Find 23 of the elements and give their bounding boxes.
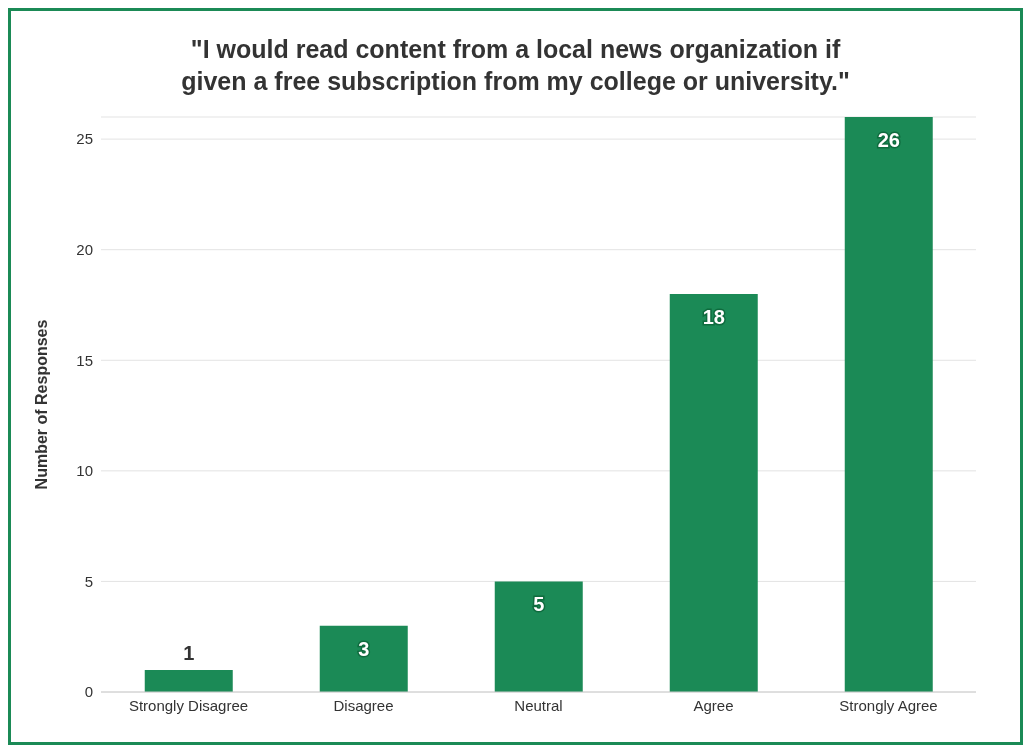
x-tick-label: Neutral	[514, 696, 563, 714]
y-tick-label: 5	[84, 572, 93, 590]
bar	[319, 625, 408, 692]
data-label: 1	[183, 641, 195, 664]
bar	[494, 581, 583, 692]
y-axis-title: Number of Responses	[32, 319, 50, 490]
y-tick-label: 25	[76, 130, 93, 148]
y-tick-label: 15	[76, 351, 93, 369]
y-tick-label: 20	[76, 241, 93, 259]
y-tick-label: 0	[84, 683, 93, 701]
bar	[144, 669, 233, 692]
bar	[844, 117, 933, 692]
y-tick-label: 10	[76, 462, 93, 480]
data-label: 5	[533, 593, 545, 616]
x-tick-label: Disagree	[333, 696, 394, 714]
x-tick-label: Agree	[693, 696, 734, 714]
data-label: 3	[358, 637, 370, 660]
data-label: 26	[877, 129, 900, 151]
bar	[669, 293, 758, 692]
x-tick-label: Strongly Agree	[839, 696, 938, 714]
x-tick-label: Strongly Disagree	[128, 696, 249, 714]
chart-title: "I would read content from a local news organization if given a free subscription from my college or university."	[180, 34, 851, 97]
data-label: 18	[702, 305, 725, 328]
